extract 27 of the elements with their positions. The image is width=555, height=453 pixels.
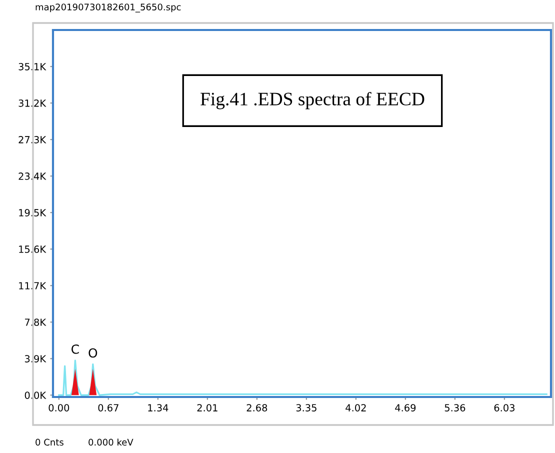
y-tick-label: 27.3K xyxy=(18,136,46,144)
y-tick-label: 3.9K xyxy=(24,355,46,362)
x-tick-label: 6.03 xyxy=(494,404,514,412)
x-tick-label: 2.01 xyxy=(197,404,218,412)
x-tick-label: 5.36 xyxy=(444,404,466,412)
y-tick-label: 19.5K xyxy=(19,209,46,216)
line-series xyxy=(58,360,548,396)
x-tick-label: 3.35 xyxy=(296,404,316,412)
x-tick-label: 0.67 xyxy=(98,404,118,412)
x-tick-label: 2.68 xyxy=(246,404,268,412)
y-tick-label: 11.7K xyxy=(19,282,46,290)
text: 0 Cnts xyxy=(36,438,64,446)
annotation: C xyxy=(72,344,79,354)
x-tick-label: 4.69 xyxy=(395,404,416,412)
x-tick-label: 1.34 xyxy=(148,404,168,412)
annotation: O xyxy=(88,348,98,358)
y-tick-label: 35.1K xyxy=(18,62,46,70)
chart-title: map20190730182601_5650.spc xyxy=(36,4,181,12)
y-tick-label: 0.0K xyxy=(24,392,46,399)
x-tick-label: 4.02 xyxy=(346,404,366,412)
y-tick-label: 23.4K xyxy=(18,172,46,180)
y-tick-label: 31.2K xyxy=(18,100,46,107)
y-tick-label: 7.8K xyxy=(25,318,46,326)
annotation: Fig.41 .EDS spectra of EECD xyxy=(200,92,424,110)
x-tick-label: 0.00 xyxy=(48,404,70,412)
text: 0.000 keV xyxy=(88,438,134,446)
y-tick-label: 15.6K xyxy=(19,246,46,253)
